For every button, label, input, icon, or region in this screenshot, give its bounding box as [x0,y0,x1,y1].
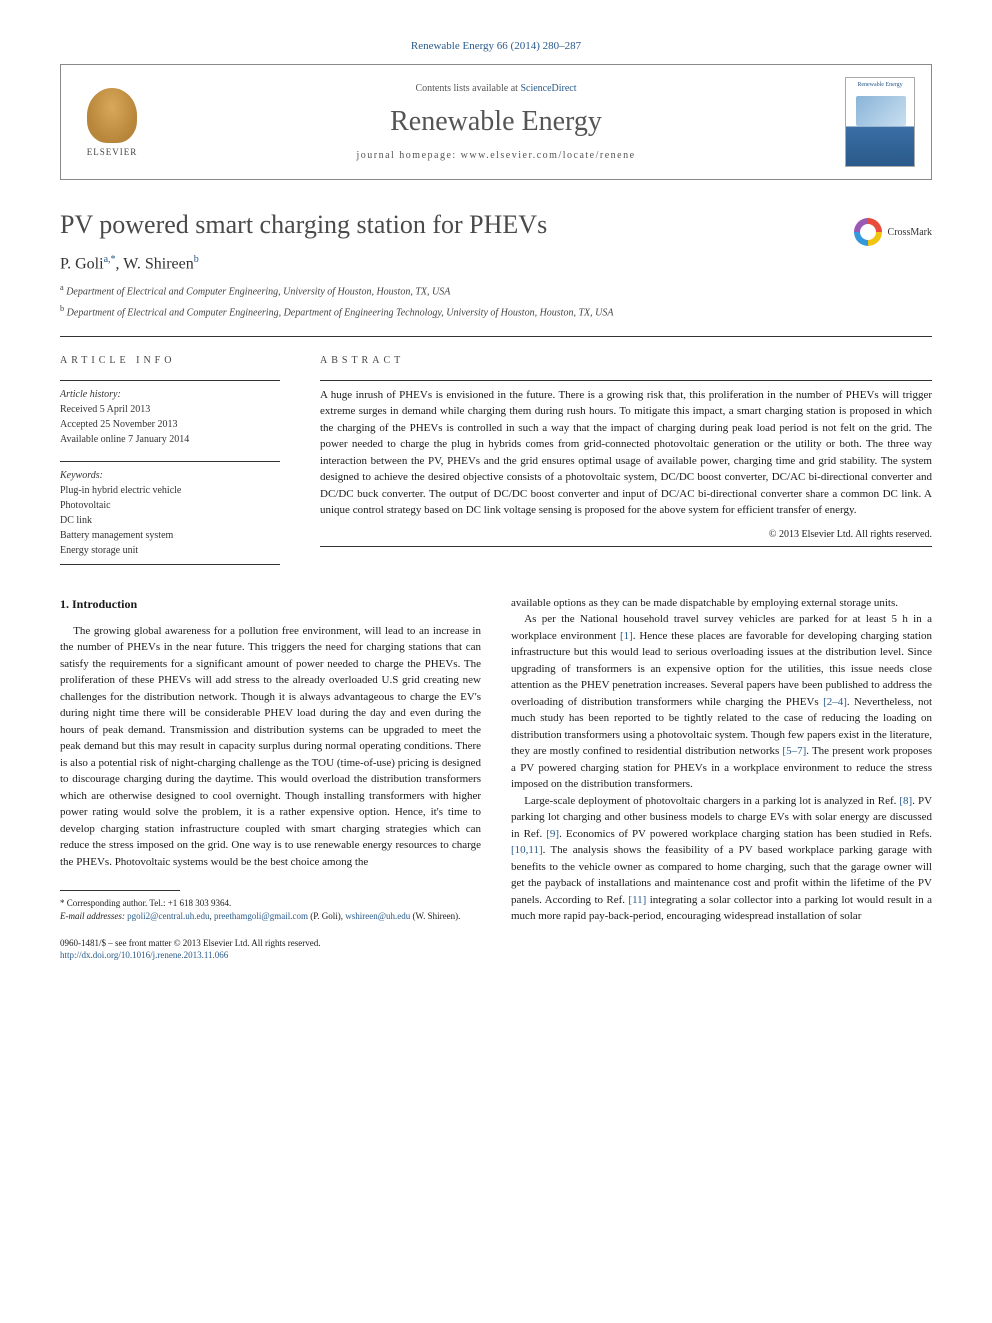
email-3[interactable]: wshireen@uh.edu [345,911,410,921]
affil-a-text: Department of Electrical and Computer En… [66,287,450,298]
abstract-copyright: © 2013 Elsevier Ltd. All rights reserved… [320,529,932,540]
corresponding-author: * Corresponding author. Tel.: +1 618 303… [60,897,481,910]
ref-8[interactable]: [8] [899,795,912,807]
article-info-block: ARTICLE INFO Article history: Received 5… [60,355,280,565]
cover-image-icon [856,96,906,126]
journal-cover-thumbnail: Renewable Energy [845,77,915,167]
affil-b-sup: b [60,304,64,313]
abstract-bottom-rule [320,546,932,547]
keyword-1: Photovoltaic [60,500,111,511]
ref-10-11[interactable]: [10,11] [511,844,543,856]
email-2[interactable]: preethamgoli@gmail.com [214,911,308,921]
ref-2-4[interactable]: [2–4] [823,696,847,708]
affiliation-a: a Department of Electrical and Computer … [60,283,932,297]
col2-p3a: Large-scale deployment of photovoltaic c… [524,795,899,807]
col2-p3c: . Economics of PV powered workplace char… [559,828,932,840]
homepage-prefix: journal homepage: [356,150,460,161]
keywords-label: Keywords: [60,468,280,483]
keyword-0: Plug-in hybrid electric vehicle [60,485,181,496]
email-3-who: (W. Shireen). [413,911,461,921]
author-1-sup: a,* [104,254,116,265]
keywords-block: Keywords: Plug-in hybrid electric vehicl… [60,461,280,565]
author-2: , W. Shireen [116,255,194,272]
sciencedirect-link[interactable]: ScienceDirect [520,83,576,94]
abstract-header: ABSTRACT [320,355,932,366]
author-2-sup: b [194,254,199,265]
doi-link[interactable]: http://dx.doi.org/10.1016/j.renene.2013.… [60,950,228,960]
keyword-3: Battery management system [60,530,173,541]
abstract-block: ABSTRACT A huge inrush of PHEVs is envis… [320,355,932,565]
divider-rule [60,336,932,337]
ref-9[interactable]: [9] [546,828,559,840]
article-title: PV powered smart charging station for PH… [60,210,932,240]
header-center: Contents lists available at ScienceDirec… [147,83,845,161]
authors-line: P. Golia,*, W. Shireenb [60,254,932,273]
intro-paragraph-1: The growing global awareness for a pollu… [60,623,481,871]
cover-label: Renewable Energy [846,82,914,88]
crossmark-label: CrossMark [888,227,932,238]
journal-title: Renewable Energy [147,106,845,138]
history-label: Article history: [60,389,121,400]
email-1[interactable]: pgoli2@central.uh.edu [127,911,209,921]
body-column-left: 1. Introduction The growing global aware… [60,595,481,962]
journal-homepage: journal homepage: www.elsevier.com/locat… [147,150,845,161]
crossmark-icon [854,218,882,246]
footnotes: * Corresponding author. Tel.: +1 618 303… [60,897,481,922]
publisher-name: ELSEVIER [87,147,138,157]
history-accepted: Accepted 25 November 2013 [60,419,177,430]
body-columns: 1. Introduction The growing global aware… [60,595,932,962]
journal-header: ELSEVIER Contents lists available at Sci… [60,64,932,180]
article-info-header: ARTICLE INFO [60,355,280,366]
homepage-url[interactable]: www.elsevier.com/locate/renene [461,150,636,161]
history-received: Received 5 April 2013 [60,404,150,415]
publisher-logo: ELSEVIER [77,82,147,162]
contents-prefix: Contents lists available at [415,83,520,94]
footnote-separator [60,890,180,891]
elsevier-tree-icon [87,88,137,143]
crossmark-badge[interactable]: CrossMark [854,218,932,246]
issn-line: 0960-1481/$ – see front matter © 2013 El… [60,937,481,950]
body-column-right: available options as they can be made di… [511,595,932,962]
footer-block: 0960-1481/$ – see front matter © 2013 El… [60,937,481,962]
keyword-2: DC link [60,515,92,526]
ref-5-7[interactable]: [5–7] [782,745,806,757]
keyword-4: Energy storage unit [60,545,138,556]
email-label: E-mail addresses: [60,911,125,921]
section-1-heading: 1. Introduction [60,595,481,613]
ref-1[interactable]: [1] [620,630,633,642]
col2-paragraph-2: As per the National household travel sur… [511,611,932,793]
col2-paragraph-3: Large-scale deployment of photovoltaic c… [511,793,932,925]
affil-a-sup: a [60,283,64,292]
col2-continuation: available options as they can be made di… [511,595,932,612]
email-1-who: (P. Goli), [310,911,343,921]
email-line: E-mail addresses: pgoli2@central.uh.edu,… [60,910,481,923]
info-abstract-row: ARTICLE INFO Article history: Received 5… [60,355,932,565]
contents-available-line: Contents lists available at ScienceDirec… [147,83,845,94]
affiliation-b: b Department of Electrical and Computer … [60,304,932,318]
affil-b-text: Department of Electrical and Computer En… [67,307,614,318]
history-online: Available online 7 January 2014 [60,434,189,445]
abstract-text: A huge inrush of PHEVs is envisioned in … [320,380,932,519]
article-history: Article history: Received 5 April 2013 A… [60,380,280,447]
author-1: P. Goli [60,255,104,272]
journal-reference: Renewable Energy 66 (2014) 280–287 [60,40,932,52]
ref-11[interactable]: [11] [628,894,646,906]
